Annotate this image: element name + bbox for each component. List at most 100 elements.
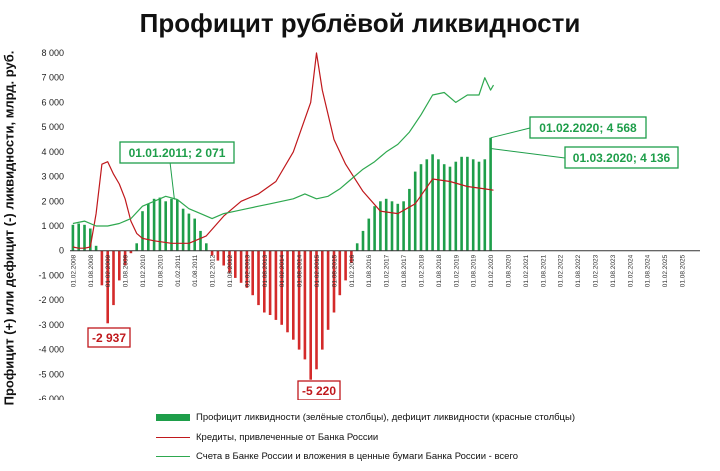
- x-tick-label: 01.08.2019: [471, 254, 478, 287]
- bar: [379, 201, 382, 251]
- annotation-2020-03-box: [564, 146, 679, 169]
- x-tick-label: 01.08.2024: [645, 254, 652, 287]
- bar: [471, 159, 475, 251]
- bar: [390, 201, 394, 251]
- bar: [489, 137, 492, 251]
- annotation-leader: [169, 161, 175, 200]
- annotation-leader: [490, 127, 531, 139]
- bar: [118, 250, 121, 281]
- bar: [361, 230, 365, 251]
- x-tick-label: 01.08.2011: [192, 254, 199, 286]
- bar: [152, 198, 156, 251]
- bar: [100, 250, 104, 286]
- bars-group: [71, 137, 492, 380]
- bar: [268, 250, 272, 315]
- bar: [112, 250, 115, 306]
- x-tick-label: 01.08.2017: [401, 254, 408, 287]
- credits-line: [72, 52, 494, 249]
- bar: [274, 250, 278, 320]
- legend-swatch-credits: [156, 437, 190, 438]
- y-tick-label: 5 000: [41, 122, 64, 132]
- lines-group: [72, 52, 495, 249]
- x-tick-label: 01.02.2011: [175, 254, 182, 286]
- bar: [413, 171, 417, 251]
- x-tick-label: 01.02.2025: [662, 254, 669, 287]
- bar: [280, 250, 283, 325]
- bar: [332, 250, 336, 313]
- bar: [350, 250, 353, 264]
- bar: [83, 224, 86, 251]
- x-tick-label: 01.02.2021: [523, 254, 530, 287]
- bar: [460, 156, 463, 251]
- legend-swatch-accounts: [156, 456, 190, 457]
- y-tick-label: 1 000: [41, 221, 64, 231]
- annotation-min-2009-box: [87, 327, 131, 348]
- bar: [77, 223, 80, 251]
- x-tick-label: 01.08.2013: [262, 254, 269, 287]
- x-tick-label: 01.02.2019: [453, 254, 460, 287]
- bar: [263, 250, 266, 313]
- y-tick-label: -1 000: [38, 270, 64, 280]
- bar: [292, 250, 295, 340]
- bar: [187, 213, 191, 251]
- bar: [257, 250, 260, 306]
- bar: [396, 203, 400, 251]
- chart-title: Профицит рублёвой ликвидности: [139, 8, 581, 38]
- y-tick-labels: 8 000 7 000 6 000 5 000 4 000 3 000 2 000 1 000…: [38, 48, 64, 400]
- x-tick-label: 01.02.2020: [488, 254, 495, 287]
- bar: [466, 156, 469, 251]
- annotation-min-2015: -5 220: [302, 384, 336, 398]
- x-tick-label: 01.08.2008: [88, 254, 95, 287]
- y-tick-label: 3 000: [41, 172, 64, 182]
- annotation-min-2015-box: [297, 380, 341, 400]
- x-tick-label: 01.02.2008: [70, 254, 77, 287]
- bar: [286, 250, 289, 333]
- legend-item-liquidity: Профицит ликвидности (зелёные столбцы), …: [156, 412, 575, 423]
- bar: [164, 201, 167, 251]
- x-tick-labels: 01.02.2008 01.08.2008 01.02.2009 01.08.2009…: [70, 254, 686, 287]
- y-tick-label: 0: [59, 246, 64, 256]
- bar: [309, 250, 312, 380]
- bar: [431, 154, 434, 251]
- bar: [222, 250, 225, 266]
- legend-label-liquidity: Профицит ликвидности (зелёные столбцы), …: [196, 412, 575, 423]
- bar: [147, 203, 150, 251]
- bar: [483, 159, 487, 251]
- x-tick-label: 01.02.2016: [349, 254, 356, 287]
- y-tick-label: -2 000: [38, 295, 64, 305]
- y-tick-label: 8 000: [41, 48, 64, 58]
- x-tick-label: 01.08.2014: [297, 254, 304, 287]
- x-tick-label: 01.08.2015: [331, 254, 338, 287]
- x-tick-label: 01.08.2009: [123, 254, 130, 287]
- bar: [239, 250, 243, 283]
- bar: [234, 250, 237, 278]
- bar: [181, 208, 185, 251]
- annotation-2020-02: 01.02.2020; 4 568: [539, 121, 637, 135]
- y-tick-label: -6 000: [38, 394, 64, 400]
- bar: [123, 250, 127, 266]
- bar: [326, 250, 330, 330]
- bar: [367, 218, 371, 251]
- legend-label-accounts: Счета в Банке России и вложения в ценные…: [196, 451, 518, 462]
- x-tick-label: 01.08.2020: [505, 254, 512, 287]
- annotation-2011: 01.01.2011; 2 071: [129, 146, 226, 160]
- legend-item-accounts: Счета в Банке России и вложения в ценные…: [156, 451, 518, 462]
- bar: [402, 201, 405, 251]
- bar: [425, 159, 429, 251]
- bar: [205, 243, 208, 251]
- annotation-leader: [490, 148, 566, 159]
- annotation-2011-box: [119, 141, 235, 164]
- bar: [141, 211, 144, 251]
- x-tick-label: 01.08.2012: [227, 254, 234, 287]
- y-tick-label: 2 000: [41, 196, 64, 206]
- x-tick-label: 01.08.2022: [575, 254, 582, 287]
- bar: [106, 250, 109, 324]
- x-tick-label: 01.02.2009: [105, 254, 112, 287]
- bar: [297, 250, 301, 350]
- annotation-2020-03: 01.03.2020; 4 136: [573, 151, 671, 165]
- x-tick-label: 01.02.2012: [210, 254, 217, 287]
- bar: [228, 250, 231, 273]
- bar: [176, 199, 179, 251]
- bar: [251, 250, 254, 296]
- bar: [454, 161, 458, 251]
